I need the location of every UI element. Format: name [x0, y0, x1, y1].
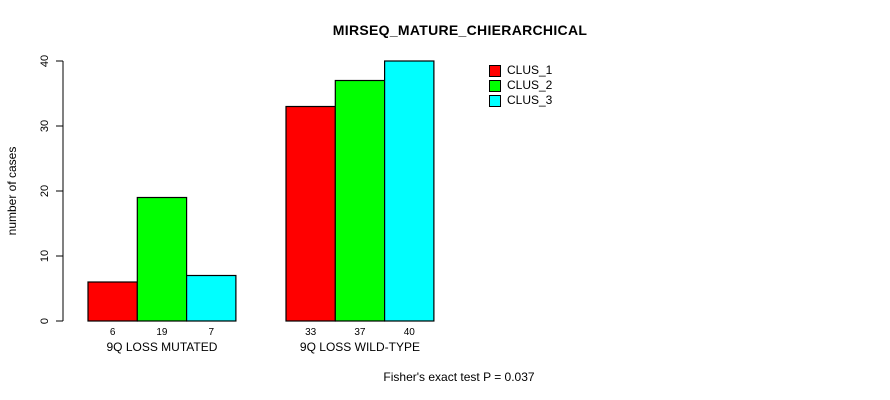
- bar-clus_1-group2: [285, 105, 336, 322]
- chart-title: MIRSEQ_MATURE_CHIERARCHICAL: [332, 22, 588, 38]
- bar-value-label: 33: [305, 327, 317, 338]
- legend-row-clus_1: CLUS_1: [489, 63, 552, 78]
- legend-swatch-icon: [489, 79, 501, 92]
- y-axis-tick-label: 40: [39, 55, 51, 67]
- legend-label: CLUS_3: [507, 93, 553, 107]
- bar-value-label: 37: [354, 327, 366, 338]
- bar-clus_2-group1: [136, 196, 188, 322]
- legend-row-clus_2: CLUS_2: [489, 78, 552, 93]
- fisher-test-caption: Fisher's exact test P = 0.037: [383, 370, 535, 384]
- bar-clus_1-group1: [87, 281, 138, 322]
- legend-swatch-icon: [489, 94, 501, 107]
- y-axis-tick-label: 0: [39, 318, 51, 324]
- legend-label: CLUS_1: [507, 63, 553, 77]
- x-axis-group-label: 9Q LOSS WILD-TYPE: [300, 340, 420, 354]
- bar-value-label: 7: [208, 327, 214, 338]
- y-axis-tick-label: 20: [39, 185, 51, 197]
- legend-label: CLUS_2: [507, 78, 553, 92]
- y-axis-tick-label: 10: [39, 250, 51, 262]
- y-axis-title: number of cases: [5, 147, 19, 236]
- y-axis-tick-label: 30: [39, 120, 51, 132]
- bar-value-label: 40: [404, 327, 416, 338]
- chart-legend: CLUS_1 CLUS_2 CLUS_3: [489, 63, 552, 108]
- bar-value-label: 6: [110, 327, 116, 338]
- bar-clus_3-group1: [186, 274, 237, 322]
- legend-swatch-icon: [489, 64, 501, 77]
- x-axis-group-label: 9Q LOSS MUTATED: [106, 340, 217, 354]
- bar-clus_2-group2: [334, 79, 386, 322]
- bar-value-label: 19: [156, 327, 168, 338]
- legend-row-clus_3: CLUS_3: [489, 93, 552, 108]
- bar-clus_3-group2: [384, 60, 435, 322]
